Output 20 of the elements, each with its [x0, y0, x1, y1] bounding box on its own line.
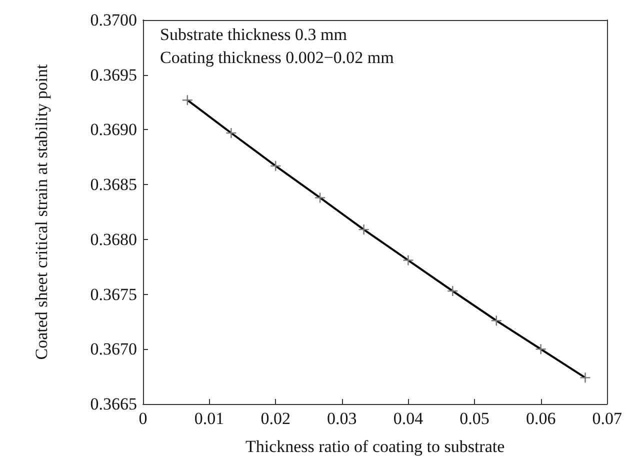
y-tick-label: 0.3695 [90, 65, 137, 84]
y-tick-label: 0.3670 [90, 340, 137, 359]
y-tick-label: 0.3680 [90, 230, 137, 249]
x-axis-title: Thickness ratio of coating to substrate [245, 437, 505, 456]
x-tick-label: 0.02 [260, 409, 290, 428]
y-tick-label: 0.3675 [90, 284, 137, 304]
y-axis-title: Coated sheet critical strain at stability point [32, 64, 51, 360]
annotation: Substrate thickness 0.3 mm [160, 25, 347, 44]
y-tick-label: 0.3700 [90, 10, 137, 30]
x-tick-label: 0.07 [592, 409, 622, 428]
annotation: Coating thickness 0.002−0.02 mm [160, 48, 394, 67]
x-tick-label: 0.06 [526, 409, 556, 428]
x-tick-label: 0.04 [393, 409, 424, 428]
x-tick-label: 0.01 [194, 409, 224, 428]
y-tick-label: 0.3690 [90, 120, 137, 140]
y-tick-label: 0.3665 [90, 394, 137, 414]
x-tick-label: 0 [138, 409, 148, 428]
x-tick-label: 0.03 [327, 409, 357, 428]
y-tick-label: 0.3685 [90, 175, 137, 194]
x-tick-label: 0.05 [460, 409, 490, 428]
